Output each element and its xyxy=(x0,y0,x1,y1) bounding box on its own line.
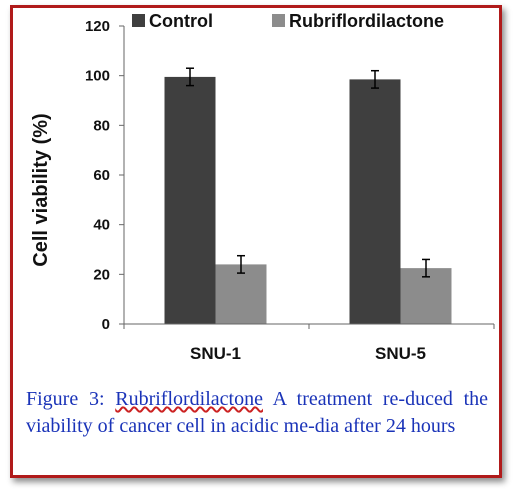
y-axis: 0 20 40 60 80 100 120 xyxy=(85,18,125,333)
y-tick-label: 80 xyxy=(93,117,110,134)
bar xyxy=(164,76,216,325)
legend-label: Control xyxy=(149,11,213,31)
x-category-label: SNU-1 xyxy=(190,344,241,363)
x-category-label: SNU-5 xyxy=(375,344,426,363)
bars xyxy=(164,67,452,325)
bar-chart: Control Rubriflordilactone 0 20 40 60 80 100 12… xyxy=(30,11,495,363)
figure-frame xyxy=(10,5,502,478)
chart-legend: Control Rubriflordilactone xyxy=(132,11,444,31)
y-tick-label: 120 xyxy=(85,18,110,35)
y-tick-label: 0 xyxy=(102,316,110,333)
caption-compound: Rubriflordilactone xyxy=(115,388,263,410)
caption-prefix: Figure 3: xyxy=(26,388,116,410)
caption-rest: A treatment re-duced the viability of ca… xyxy=(26,388,489,437)
bar xyxy=(349,79,401,325)
y-tick-label: 40 xyxy=(93,217,110,234)
legend-label: Rubriflordilactone xyxy=(289,11,444,31)
legend-swatch xyxy=(132,14,145,27)
y-tick-label: 100 xyxy=(85,68,110,85)
y-axis-label: Cell viability (%) xyxy=(30,113,52,266)
legend-swatch xyxy=(272,14,285,27)
y-tick-label: 60 xyxy=(93,167,110,184)
figure-caption: Figure 3: Rubriflordilactone A treatment… xyxy=(26,386,488,440)
x-axis: SNU-1 SNU-5 xyxy=(123,323,495,363)
y-tick-label: 20 xyxy=(93,266,110,283)
bar xyxy=(215,264,267,324)
